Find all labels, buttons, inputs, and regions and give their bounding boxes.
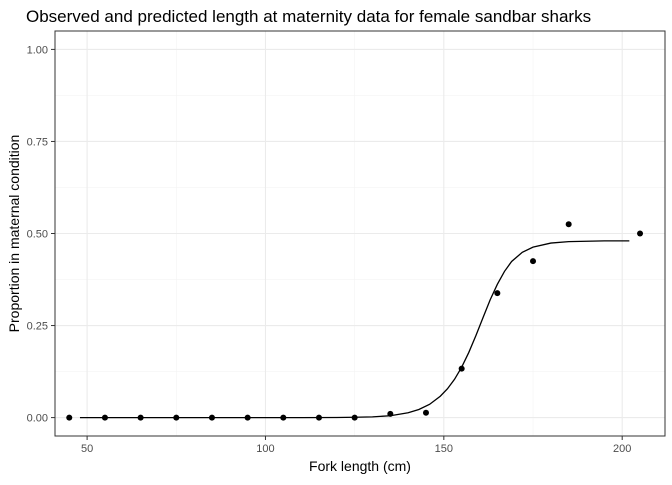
observed-point (637, 230, 644, 237)
observed-point (208, 414, 215, 421)
y-tick-label: 0.25 (27, 321, 48, 333)
observed-point (565, 221, 572, 228)
observed-point (173, 414, 180, 421)
y-tick-label: 0.50 (27, 229, 48, 241)
y-axis-title: Proportion in maternal condition (6, 135, 22, 333)
observed-point (387, 410, 394, 417)
observed-point (315, 414, 322, 421)
observed-point (351, 414, 358, 421)
observed-point (422, 409, 429, 416)
x-tick-label: 200 (613, 443, 631, 455)
x-axis-title: Fork length (cm) (309, 458, 411, 474)
observed-point (137, 414, 144, 421)
y-tick-label: 0.75 (27, 136, 48, 148)
grid (55, 31, 665, 436)
observed-point (280, 414, 287, 421)
chart-title: Observed and predicted length at materni… (26, 7, 591, 26)
x-tick-label: 50 (81, 443, 93, 455)
observed-point (494, 290, 501, 297)
y-tick-label: 1.00 (27, 44, 48, 56)
observed-point (458, 365, 465, 372)
observed-point (244, 414, 251, 421)
x-tick-label: 100 (256, 443, 274, 455)
observed-point (101, 414, 108, 421)
y-tick-label: 0.00 (27, 413, 48, 425)
observed-points-layer (66, 221, 644, 421)
axes: 50 100 150 200 0.00 0.25 0.50 0.75 1.00 (27, 44, 632, 455)
observed-point (66, 414, 73, 421)
observed-point (530, 258, 537, 265)
x-tick-label: 150 (435, 443, 453, 455)
